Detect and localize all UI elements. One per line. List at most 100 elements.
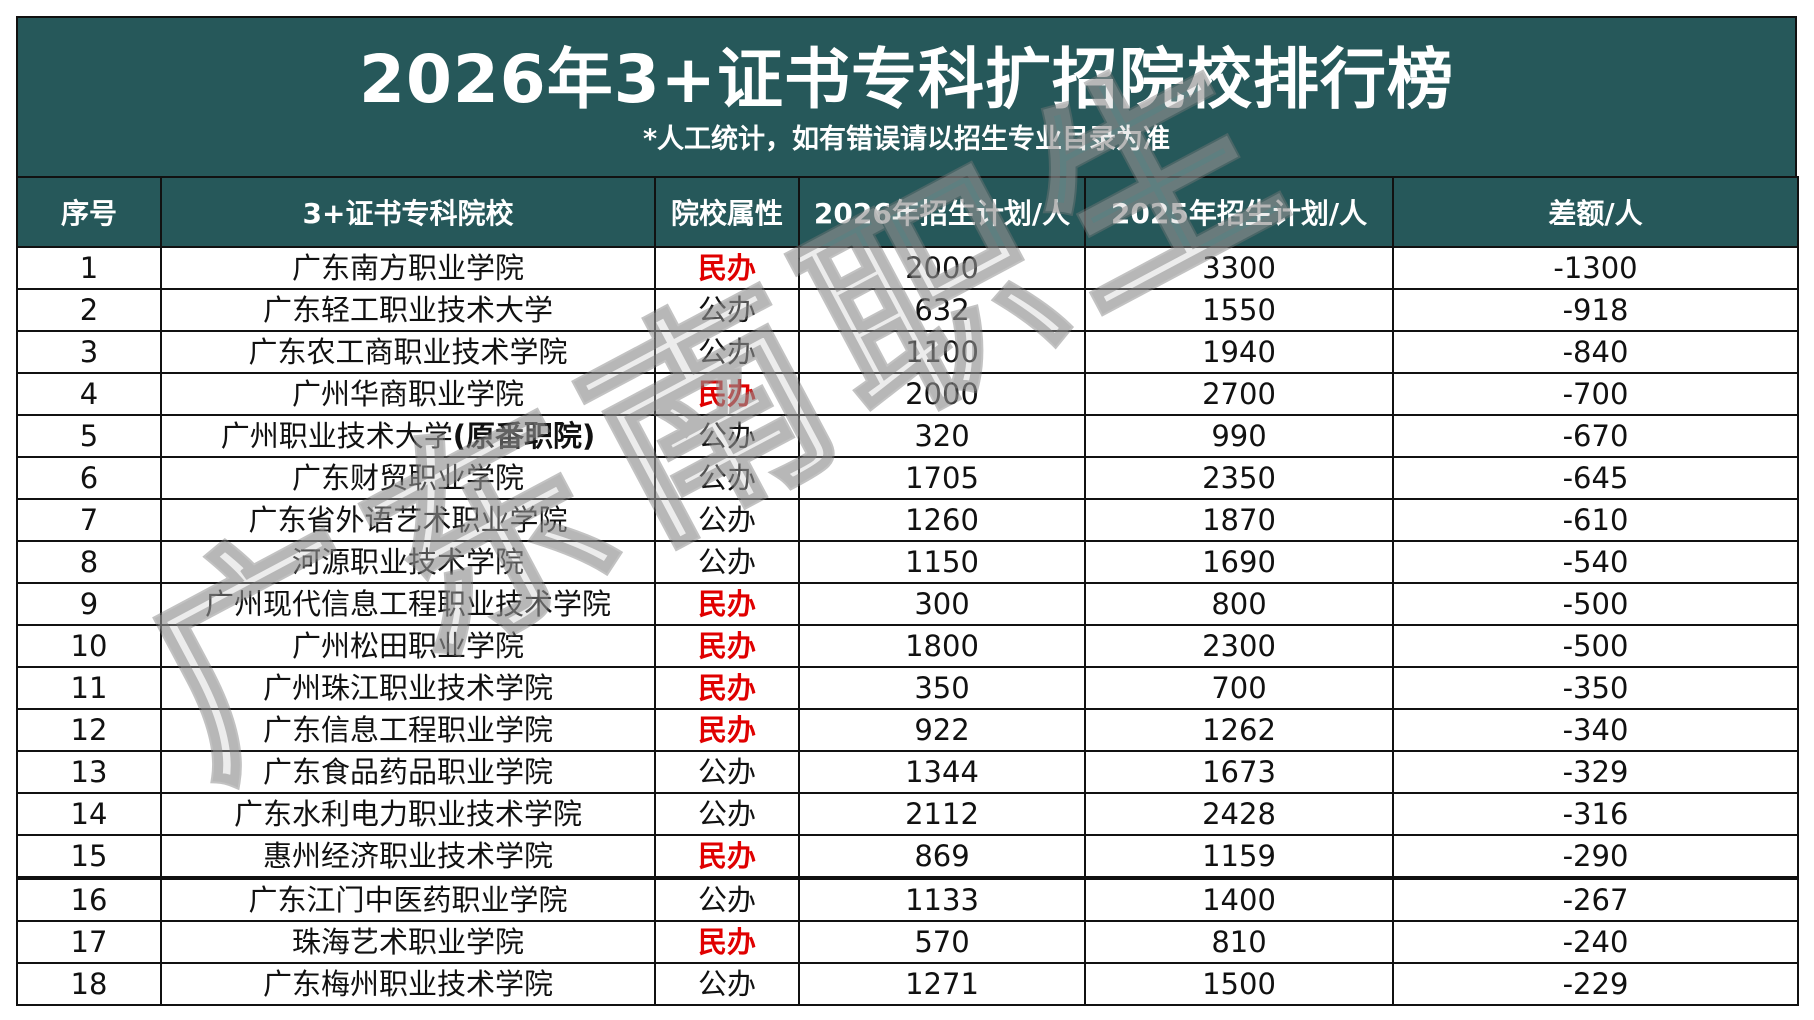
cell-plan-2026: 922 (798, 708, 1086, 752)
cell-plan-2026-text: 570 (914, 925, 970, 959)
cell-school-text: 广东农工商职业技术学院 (248, 335, 568, 369)
cell-no-text: 13 (70, 755, 108, 789)
cell-no-text: 15 (70, 839, 108, 873)
cell-school: 广东轻工职业技术大学 (160, 288, 656, 332)
cell-plan-2025: 1870 (1084, 498, 1394, 542)
cell-plan-2025-text: 1550 (1202, 293, 1276, 327)
cell-type-text: 民办 (697, 377, 756, 411)
cell-no-text: 17 (70, 925, 108, 959)
cell-no-text: 12 (70, 713, 108, 747)
cell-no-text: 8 (79, 545, 99, 579)
cell-plan-2025: 2428 (1084, 792, 1394, 836)
cell-plan-2025-text: 3300 (1202, 251, 1276, 285)
cell-plan-2026-text: 922 (914, 713, 970, 747)
cell-plan-2026: 2000 (798, 372, 1086, 416)
cell-school: 广州华商职业学院 (160, 372, 656, 416)
ranking-table: 序号 3+证书专科院校 院校属性 2026年招生计划/人 2025年招生计划/人… (16, 176, 1799, 1006)
cell-school: 广东梅州职业技术学院 (160, 962, 656, 1006)
cell-plan-2026-text: 632 (914, 293, 970, 327)
cell-type: 公办 (654, 414, 800, 458)
cell-type: 公办 (654, 540, 800, 584)
cell-type-text: 公办 (697, 545, 756, 579)
cell-plan-2026: 1150 (798, 540, 1086, 584)
cell-diff: -645 (1392, 456, 1799, 500)
cell-type: 民办 (654, 372, 800, 416)
cell-no: 18 (16, 962, 162, 1006)
cell-type: 公办 (654, 288, 800, 332)
cell-no: 17 (16, 920, 162, 964)
cell-school: 广东江门中医药职业学院 (160, 876, 656, 922)
cell-diff-text: -350 (1562, 671, 1629, 705)
cell-plan-2025-text: 2700 (1202, 377, 1276, 411)
cell-diff-text: -500 (1562, 629, 1629, 663)
table-row: 7 广东省外语艺术职业学院 公办 1260 1870 -610 (16, 498, 1799, 542)
cell-type: 公办 (654, 330, 800, 374)
cell-plan-2025-text: 1870 (1202, 503, 1276, 537)
cell-school-text: 广州职业技术大学 (220, 419, 453, 453)
cell-plan-2026: 300 (798, 582, 1086, 626)
cell-plan-2026-text: 2000 (905, 251, 979, 285)
cell-type: 公办 (654, 456, 800, 500)
cell-diff-text: -500 (1562, 587, 1629, 621)
cell-type-text: 民办 (697, 839, 756, 873)
cell-school: 广州珠江职业技术学院 (160, 666, 656, 710)
cell-type: 公办 (654, 876, 800, 922)
table-row: 6 广东财贸职业学院 公办 1705 2350 -645 (16, 456, 1799, 500)
cell-plan-2025-text: 800 (1211, 587, 1267, 621)
cell-plan-2026: 1800 (798, 624, 1086, 668)
cell-diff: -290 (1392, 834, 1799, 879)
cell-plan-2025-text: 810 (1211, 925, 1267, 959)
cell-type-text: 公办 (697, 883, 756, 917)
cell-type: 民办 (654, 624, 800, 668)
cell-no-text: 1 (79, 251, 99, 285)
cell-plan-2026-text: 1344 (905, 755, 979, 789)
cell-plan-2026: 1133 (798, 876, 1086, 922)
cell-plan-2026-text: 1260 (905, 503, 979, 537)
cell-type-text: 民办 (697, 713, 756, 747)
cell-plan-2025: 810 (1084, 920, 1394, 964)
cell-type: 公办 (654, 962, 800, 1006)
cell-no: 14 (16, 792, 162, 836)
table-row: 8 河源职业技术学院 公办 1150 1690 -540 (16, 540, 1799, 584)
cell-plan-2025: 800 (1084, 582, 1394, 626)
cell-type: 公办 (654, 792, 800, 836)
cell-plan-2025-text: 2300 (1202, 629, 1276, 663)
cell-no: 13 (16, 750, 162, 794)
cell-type: 民办 (654, 246, 800, 290)
page-title: 2026年3+证书专科扩招院校排行榜 (359, 41, 1454, 118)
cell-type: 民办 (654, 582, 800, 626)
cell-no-text: 3 (79, 335, 99, 369)
cell-type: 公办 (654, 750, 800, 794)
cell-type-text: 公办 (697, 461, 756, 495)
cell-no: 5 (16, 414, 162, 458)
cell-type-text: 公办 (697, 335, 756, 369)
cell-plan-2026: 2112 (798, 792, 1086, 836)
cell-diff: -267 (1392, 876, 1799, 922)
cell-school: 广东信息工程职业学院 (160, 708, 656, 752)
cell-plan-2025: 3300 (1084, 246, 1394, 290)
cell-plan-2025-text: 1673 (1202, 755, 1276, 789)
cell-school: 河源职业技术学院 (160, 540, 656, 584)
cell-school-text: 广东梅州职业技术学院 (262, 967, 553, 1001)
cell-no: 15 (16, 834, 162, 879)
cell-plan-2026: 2000 (798, 246, 1086, 290)
cell-type: 民办 (654, 666, 800, 710)
cell-diff-text: -610 (1562, 503, 1629, 537)
cell-school-text: 广东江门中医药职业学院 (248, 883, 568, 917)
cell-no-text: 14 (70, 797, 108, 831)
cell-no-text: 4 (79, 377, 99, 411)
table-row: 4 广州华商职业学院 民办 2000 2700 -700 (16, 372, 1799, 416)
cell-plan-2026-text: 1133 (905, 883, 979, 917)
cell-diff: -670 (1392, 414, 1799, 458)
cell-no-text: 7 (79, 503, 99, 537)
cell-school-text: 广州松田职业学院 (291, 629, 524, 663)
cell-plan-2026-text: 1150 (905, 545, 979, 579)
cell-school: 广东省外语艺术职业学院 (160, 498, 656, 542)
cell-type-text: 民办 (697, 671, 756, 705)
cell-school-text: 广东省外语艺术职业学院 (248, 503, 568, 537)
cell-no-text: 11 (70, 671, 108, 705)
cell-school-text: 广东食品药品职业学院 (262, 755, 553, 789)
title-banner: 2026年3+证书专科扩招院校排行榜 *人工统计，如有错误请以招生专业目录为准 (16, 16, 1797, 176)
cell-plan-2026: 869 (798, 834, 1086, 879)
col-header-no: 序号 (16, 176, 162, 248)
